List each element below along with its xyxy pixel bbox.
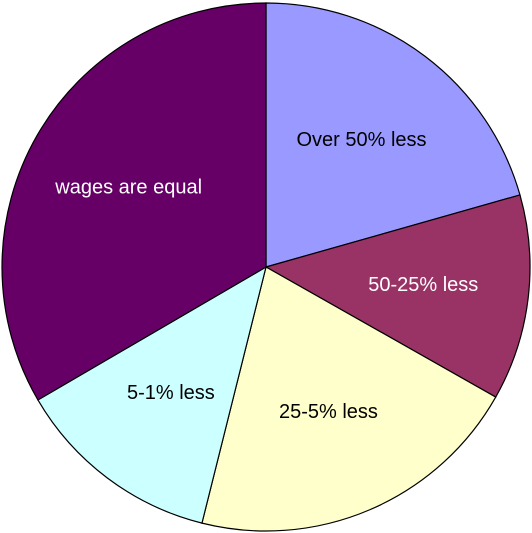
- slice-label: 25-5% less: [279, 401, 378, 423]
- slice-label: Over 50% less: [296, 129, 426, 151]
- pie-slice: [265, 2, 521, 268]
- pie-slice: [37, 265, 267, 524]
- slice-label: 50-25% less: [368, 274, 478, 296]
- slice-label: 5-1% less: [127, 382, 215, 404]
- slice-label: wages are equal: [54, 176, 202, 198]
- pie-slice: [1, 2, 267, 401]
- pie-slice: [201, 266, 497, 532]
- pie-slice: [264, 194, 531, 398]
